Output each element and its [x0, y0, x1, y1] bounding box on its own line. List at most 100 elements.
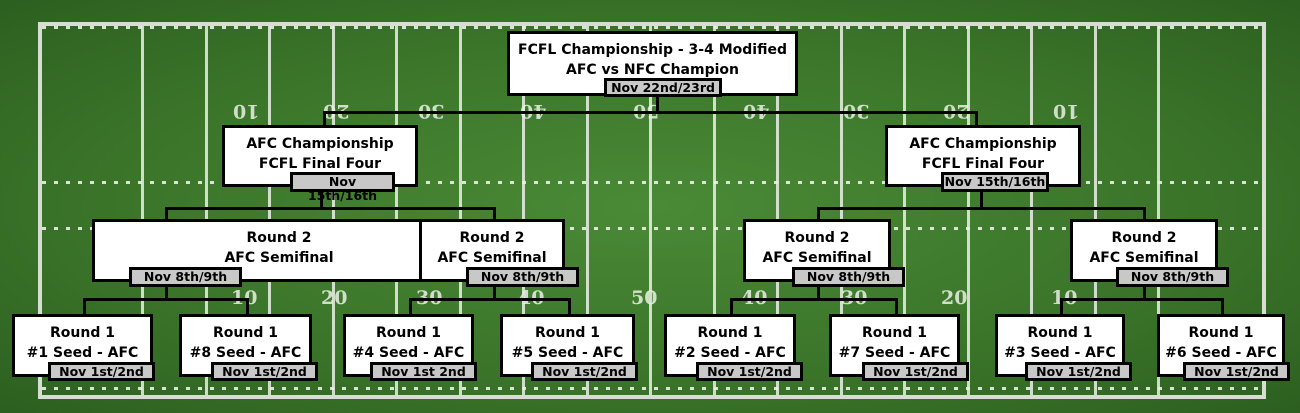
yard-line — [1093, 26, 1097, 395]
match-date: Nov 22nd/23rd — [604, 78, 722, 97]
match-line2: AFC Semifinal — [762, 250, 872, 266]
connector-line — [817, 207, 820, 221]
yard-line — [712, 26, 716, 395]
match-date: Nov 1st/2nd — [48, 362, 155, 381]
field-boundary — [38, 22, 1266, 399]
match-date: Nov 8th/9th — [466, 267, 579, 287]
match-date: Nov 8th/9th — [129, 267, 242, 287]
match-line1: AFC Championship — [246, 136, 394, 152]
match-line1: Round 1 — [1188, 325, 1254, 341]
yard-number-bottom: 50 — [631, 287, 658, 309]
connector-line — [730, 298, 733, 316]
match-line1: Round 1 — [213, 325, 278, 341]
hash-marks-upper — [42, 181, 1258, 184]
match-date: Nov 1st/2nd — [696, 362, 803, 381]
match-line1: Round 1 — [376, 325, 441, 341]
match-line1: Round 1 — [1027, 325, 1093, 341]
connector-line — [1221, 298, 1224, 316]
connector-line — [817, 207, 1146, 210]
yard-number-top: 10 — [233, 100, 260, 122]
connector-line — [246, 298, 249, 316]
match-line2: AFC vs NFC Champion — [566, 62, 739, 78]
match-date: Nov 15th/16th — [941, 172, 1049, 192]
yard-line — [458, 26, 462, 395]
match-line1: Round 2 — [246, 230, 312, 246]
connector-line — [656, 95, 659, 113]
yard-line — [141, 26, 144, 395]
match-line2: #8 Seed - AFC — [189, 345, 302, 361]
yard-line — [395, 26, 398, 395]
yard-number-bottom: 20 — [941, 287, 968, 309]
connector-line — [895, 298, 898, 316]
match-line1: AFC Championship — [909, 136, 1057, 152]
match-line2: #5 Seed - AFC — [511, 345, 624, 361]
connector-line — [1060, 298, 1063, 316]
match-line2: AFC Semifinal — [224, 250, 334, 266]
connector-line — [975, 111, 978, 127]
connector-line — [568, 298, 571, 316]
yard-line — [966, 26, 970, 395]
match-line2: #3 Seed - AFC — [1004, 345, 1116, 361]
match-date: Nov 1st/2nd — [1183, 362, 1290, 381]
match-line1: Round 2 — [1111, 230, 1177, 246]
yard-line — [1157, 26, 1160, 395]
match-line2: AFC Semifinal — [437, 250, 547, 266]
connector-line — [409, 298, 412, 316]
connector-line — [1143, 207, 1146, 221]
connector-line — [323, 111, 326, 127]
match-line2: #1 Seed - AFC — [26, 345, 139, 361]
hash-marks-bottom — [42, 387, 1258, 390]
match-line2: FCFL Final Four — [921, 156, 1045, 172]
match-date: Nov 15th/16th — [290, 172, 395, 203]
yard-line — [1030, 26, 1033, 395]
connector-line — [165, 207, 168, 221]
yard-line — [839, 26, 843, 395]
match-date: Nov 8th/9th — [792, 267, 905, 287]
connector-line — [493, 207, 496, 221]
match-date: Nov 1st 2nd — [370, 362, 477, 381]
match-date: Nov 1st/2nd — [862, 362, 969, 381]
connector-line — [1060, 298, 1224, 301]
match-date: Nov 1st/2nd — [211, 362, 318, 381]
match-line1: Round 2 — [784, 230, 850, 246]
match-line2: #4 Seed - AFC — [352, 345, 465, 361]
connector-line — [1143, 284, 1146, 300]
connector-line — [320, 186, 323, 209]
connector-line — [323, 111, 978, 114]
match-line1: Round 1 — [862, 325, 927, 341]
match-line1: Round 1 — [535, 325, 600, 341]
match-line1: Round 1 — [50, 325, 115, 341]
hash-marks-lower — [42, 227, 1258, 230]
yard-number-top: 10 — [1053, 100, 1080, 122]
match-line2: FCFL Final Four — [258, 156, 382, 172]
match-line2: #2 Seed - AFC — [674, 345, 786, 361]
connector-line — [980, 186, 983, 209]
match-line1: Round 2 — [459, 230, 525, 246]
match-date: Nov 8th/9th — [1116, 267, 1229, 287]
yard-line — [331, 26, 335, 395]
connector-line — [409, 298, 571, 301]
yard-number-bottom: 20 — [321, 287, 348, 309]
yard-line — [776, 26, 779, 395]
connector-line — [165, 207, 496, 210]
yard-line — [204, 26, 208, 395]
connector-line — [83, 298, 249, 301]
hash-marks-top — [42, 26, 1258, 29]
match-line1: Round 1 — [697, 325, 763, 341]
match-date: Nov 1st/2nd — [1025, 362, 1132, 381]
yard-line — [268, 26, 271, 395]
yard-line — [522, 26, 525, 395]
yard-line — [585, 26, 589, 395]
yard-line — [649, 26, 652, 395]
match-line1: FCFL Championship - 3-4 Modified — [518, 42, 787, 58]
match-line2: AFC Semifinal — [1089, 250, 1199, 266]
connector-line — [83, 298, 86, 316]
yard-line — [903, 26, 906, 395]
connector-line — [493, 284, 496, 300]
connector-line — [730, 298, 898, 301]
connector-line — [165, 284, 168, 300]
round1-match: Round 1 #2 Seed - AFC — [664, 314, 796, 377]
match-line2: #6 Seed - AFC — [1165, 345, 1277, 361]
match-date: Nov 1st/2nd — [531, 362, 638, 381]
connector-line — [817, 284, 820, 300]
